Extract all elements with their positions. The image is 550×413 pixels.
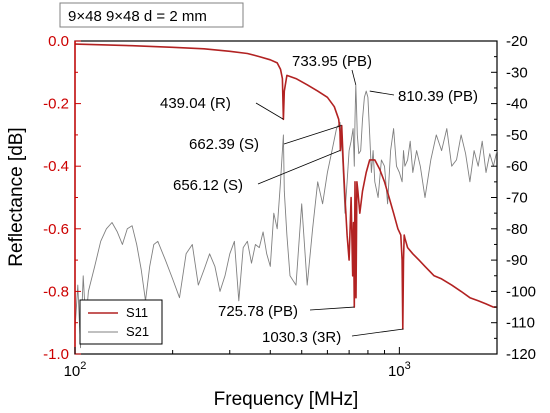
left-axis-tick-label: 0.0 — [48, 33, 69, 50]
right-axis-tick-label: -90 — [506, 252, 528, 269]
x-axis-title: Frequency [MHz] — [214, 389, 359, 410]
legend-label-s11: S11 — [126, 305, 148, 320]
right-axis-tick-label: -100 — [506, 283, 536, 300]
left-axis: 0.0 -0.2 -0.4 -0.6 -0.8 -1.0 — [43, 33, 81, 363]
annotation-leader-line — [351, 328, 404, 337]
series-line-s21 — [74, 84, 498, 349]
left-axis-tick-label: -0.6 — [43, 221, 69, 238]
annotation-leader-line — [309, 306, 355, 311]
right-axis-tick-label: -70 — [506, 190, 528, 207]
annotation-label: 733.95 (PB) — [292, 53, 372, 70]
legend: S11 S21 — [79, 299, 163, 345]
legend-label-s21: S21 — [126, 324, 149, 339]
right-axis-tick-label: -110 — [506, 315, 535, 332]
annotation-label: 725.78 (PB) — [218, 303, 298, 320]
right-axis-tick-label: -80 — [506, 221, 528, 238]
x-axis-tick-base: 10 — [64, 363, 81, 380]
annotation-leader-line — [257, 150, 341, 185]
x-axis-tick-base: 10 — [388, 363, 405, 380]
right-axis-tick-label: -20 — [506, 33, 528, 50]
header-label-text: 9×48 9×48 d = 2 mm — [68, 8, 207, 25]
right-axis: -20 -30 -40 -50 -60 -70 -80 -90 -100 -110 -120 — [491, 33, 536, 363]
header-label-frame — [59, 2, 244, 28]
annotation-label: 439.04 (R) — [160, 95, 231, 112]
series-line-s11 — [74, 43, 497, 330]
right-axis-tick-label: -40 — [506, 96, 528, 113]
right-axis-tick-label: -60 — [506, 158, 528, 175]
series-s11 — [74, 43, 497, 330]
annotation-leader-line — [369, 90, 395, 96]
x-axis-tick-label: 102 — [64, 360, 87, 380]
x-axis-tick-exponent: 3 — [405, 360, 411, 372]
annotations: 439.04 (R) 662.39 (S) 656.12 (S) 733.95 (PB… — [160, 53, 478, 346]
bottom-axis: 102 103 — [64, 347, 498, 380]
left-axis-tick-label: -0.4 — [43, 158, 69, 175]
x-axis-tick-exponent: 2 — [80, 360, 86, 372]
right-axis-tick-label: -120 — [506, 346, 536, 363]
x-axis-tick-label: 103 — [388, 360, 411, 380]
annotation-label: 810.39 (PB) — [398, 88, 478, 105]
y-axis-title: Reflectance [dB] — [6, 127, 27, 266]
annotation-leader-line — [283, 125, 342, 145]
series-s21 — [74, 84, 498, 349]
right-axis-tick-label: -30 — [506, 64, 528, 81]
left-axis-tick-label: -0.2 — [43, 96, 69, 113]
annotation-leader-line — [351, 69, 357, 85]
right-axis-tick-label: -50 — [506, 127, 528, 144]
annotation-label: 656.12 (S) — [173, 177, 243, 194]
legend-frame — [79, 299, 163, 345]
left-axis-tick-label: -0.8 — [43, 283, 69, 300]
annotation-label: 662.39 (S) — [189, 136, 259, 153]
annotation-leader-line — [255, 102, 284, 120]
annotation-label: 1030.3 (3R) — [262, 329, 341, 346]
left-axis-tick-label: -1.0 — [43, 346, 69, 363]
header-label: 9×48 9×48 d = 2 mm — [59, 2, 244, 28]
